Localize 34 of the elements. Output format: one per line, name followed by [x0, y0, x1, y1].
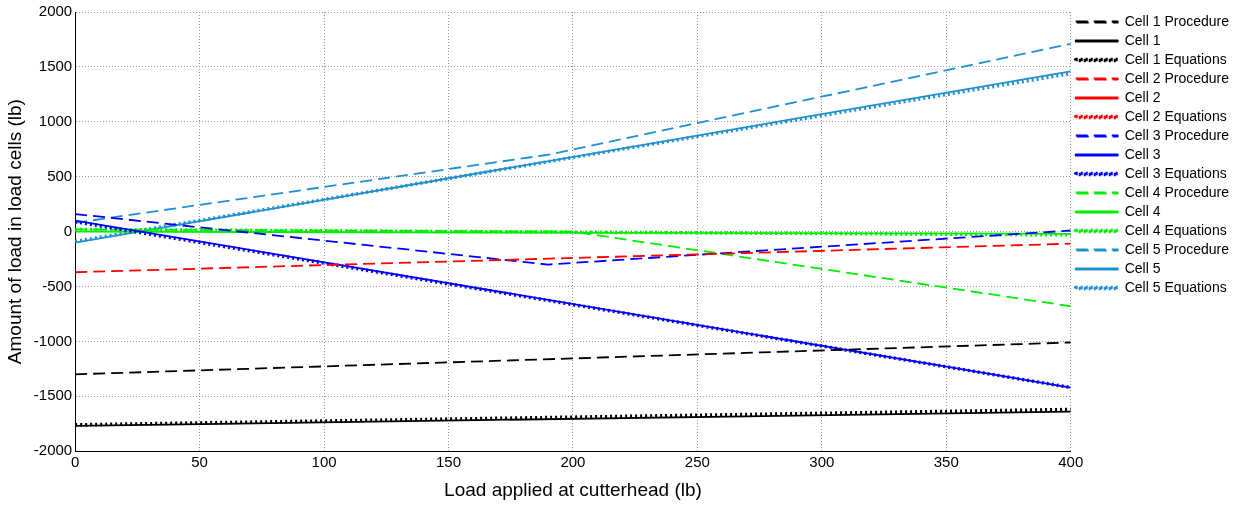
y-tick-label: -1500 — [33, 386, 73, 404]
y-tick-label: -2000 — [33, 441, 73, 459]
y-tick-label: -500 — [42, 276, 73, 294]
x-tick-label: 200 — [560, 453, 586, 471]
x-tick-label: 150 — [435, 453, 462, 471]
x-tick-label: 50 — [191, 453, 208, 471]
legend-label: Cell 3 — [1124, 145, 1161, 162]
legend-label: Cell 5 — [1124, 259, 1161, 276]
x-tick-label: 250 — [684, 453, 710, 471]
legend-label: Cell 3 Procedure — [1124, 126, 1230, 143]
y-tick-label: -1000 — [33, 331, 73, 349]
legend-label: Cell 1 — [1124, 31, 1161, 48]
legend-label: Cell 5 Equations — [1124, 278, 1227, 295]
x-tick-label: 300 — [809, 453, 835, 471]
legend-label: Cell 3 Equations — [1124, 164, 1227, 181]
legend-label: Cell 4 Equations — [1124, 221, 1227, 238]
x-tick-label: 350 — [933, 453, 959, 471]
legend-label: Cell 1 Equations — [1124, 50, 1227, 67]
legend-label: Cell 5 Procedure — [1124, 240, 1230, 257]
y-tick-label: 500 — [47, 166, 73, 184]
y-tick-label: 1500 — [38, 57, 73, 75]
y-tick-label: 1000 — [38, 111, 73, 129]
y-axis-title: Amount of load in load cells (lb) — [3, 99, 25, 365]
legend-label: Cell 2 — [1124, 88, 1161, 105]
legend-label: Cell 2 Equations — [1124, 107, 1227, 124]
legend-label: Cell 4 Procedure — [1124, 183, 1230, 200]
x-tick-label: 400 — [1058, 453, 1084, 471]
y-tick-label: 2000 — [38, 2, 73, 20]
x-tick-label: 100 — [311, 453, 337, 471]
legend-label: Cell 2 Procedure — [1124, 69, 1230, 86]
y-tick-label: 0 — [63, 221, 73, 239]
legend-label: Cell 4 — [1124, 202, 1161, 219]
legend-label: Cell 1 Procedure — [1124, 12, 1230, 29]
x-axis-title: Load applied at cutterhead (lb) — [444, 478, 702, 500]
